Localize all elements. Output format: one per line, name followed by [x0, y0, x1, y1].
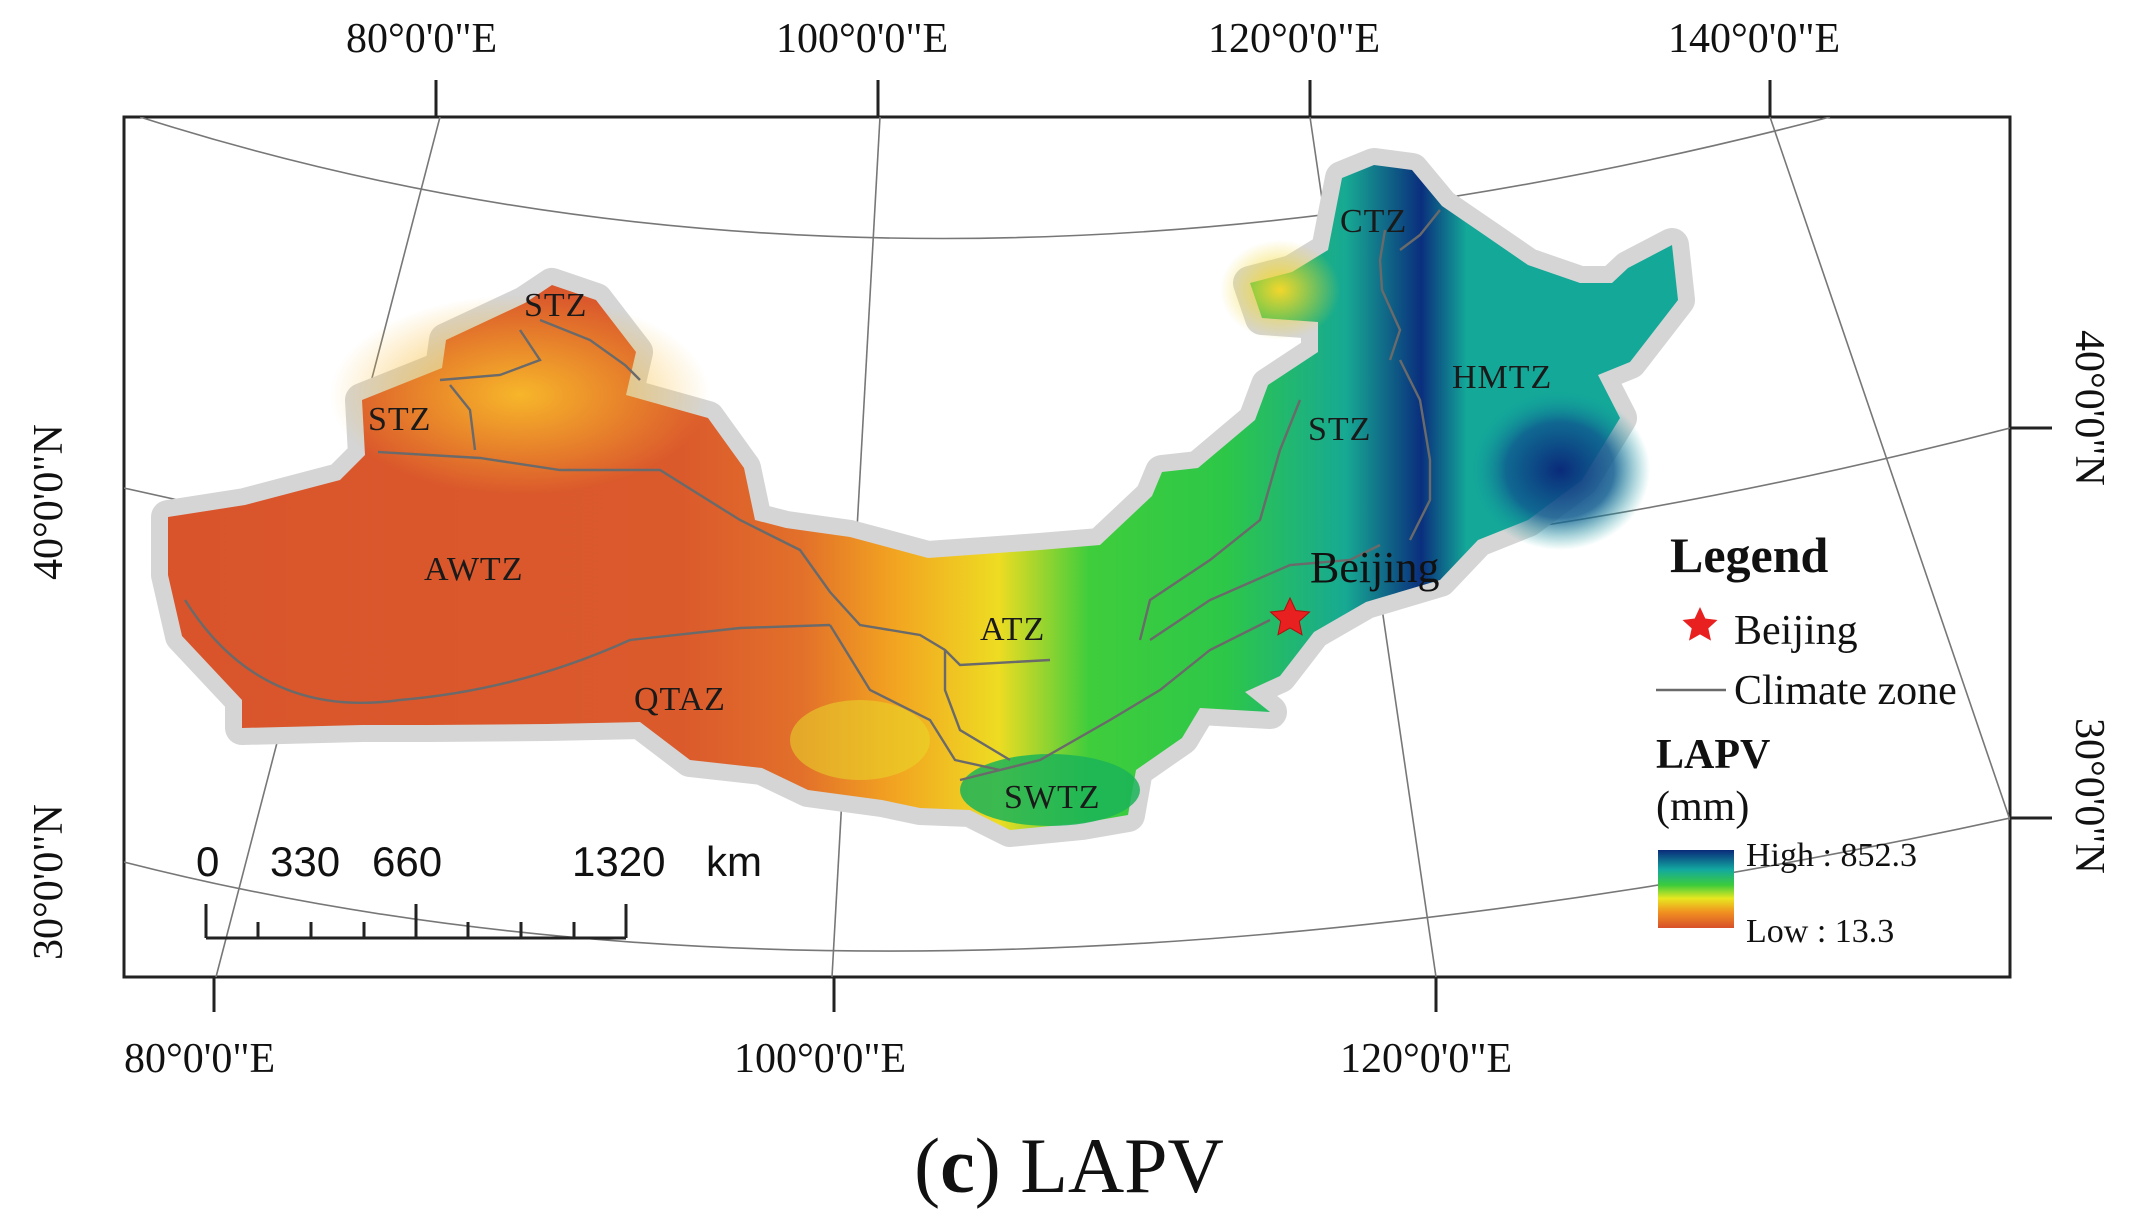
lapv-raster — [168, 165, 1678, 830]
right-lat-label-40: 40°0'0"N — [2066, 330, 2112, 486]
zone-label-stz-east: STZ — [1308, 411, 1371, 448]
figure-caption: (c) LAPV — [914, 1122, 1224, 1209]
legend-variable: LAPV — [1656, 732, 1770, 778]
left-lat-label-30: 30°0'0"N — [26, 804, 72, 960]
scalebar-label-660: 660 — [372, 838, 442, 885]
zone-label-stz-north: STZ — [524, 287, 587, 324]
climate-zone-boundaries — [183, 209, 1441, 782]
scalebar-label-330: 330 — [270, 838, 340, 885]
legend-low-label: Low : 13.3 — [1746, 913, 1894, 950]
scalebar-unit: km — [706, 838, 762, 885]
legend-beijing-label: Beijing — [1734, 608, 1858, 654]
legend-high-label: High : 852.3 — [1746, 837, 1917, 874]
bottom-lon-label-120: 120°0'0"E — [1340, 1036, 1512, 1082]
left-lat-label-40: 40°0'0"N — [26, 424, 72, 580]
bottom-lon-label-80: 80°0'0"E — [124, 1036, 275, 1082]
scalebar: 0 330 660 1320 km — [196, 838, 762, 940]
top-lon-label-120: 120°0'0"E — [1208, 16, 1380, 62]
coordinate-ticks — [212, 80, 2052, 1012]
scalebar-label-0: 0 — [196, 838, 219, 885]
top-lon-label-100: 100°0'0"E — [776, 16, 948, 62]
zone-label-swtz: SWTZ — [1004, 779, 1101, 816]
legend-color-ramp — [1658, 850, 1734, 928]
legend-climate-zone-label: Climate zone — [1734, 668, 1957, 714]
top-lon-label-140: 140°0'0"E — [1668, 16, 1840, 62]
caption-title: LAPV — [1020, 1122, 1224, 1209]
zone-label-ctz: CTZ — [1340, 203, 1407, 240]
city-label-beijing: Beijing — [1310, 543, 1440, 592]
top-lon-label-80: 80°0'0"E — [346, 16, 497, 62]
legend: Legend Beijing Climate zone LAPV (mm) Hi… — [1656, 527, 1957, 950]
caption-letter: c — [940, 1122, 975, 1209]
right-lat-label-30: 30°0'0"N — [2066, 718, 2112, 874]
scalebar-label-1320: 1320 — [572, 838, 665, 885]
zone-label-awtz: AWTZ — [424, 551, 523, 588]
beijing-star-icon — [1269, 596, 1311, 636]
bottom-lon-label-100: 100°0'0"E — [734, 1036, 906, 1082]
zone-label-hmtz: HMTZ — [1452, 359, 1552, 396]
legend-unit: (mm) — [1656, 784, 1749, 830]
legend-title: Legend — [1670, 527, 1829, 583]
zone-label-stz-west: STZ — [368, 401, 431, 438]
zone-label-qtaz: QTAZ — [634, 681, 726, 718]
legend-star-icon — [1682, 607, 1718, 641]
zone-label-atz: ATZ — [980, 611, 1045, 648]
